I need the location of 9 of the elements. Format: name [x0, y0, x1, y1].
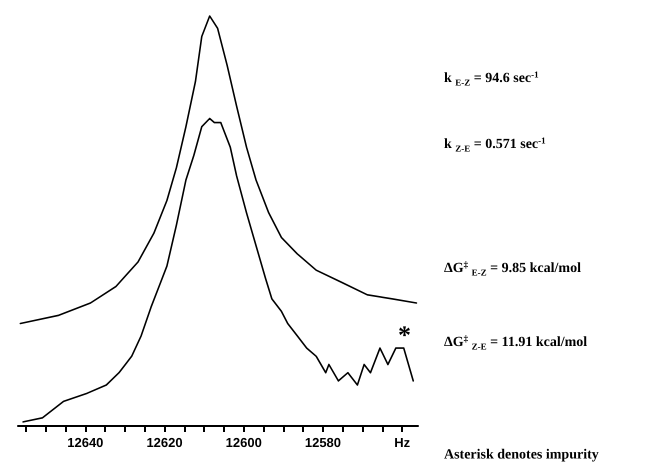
- annotation: *: [398, 320, 411, 350]
- text: ΔG‡ E-Z = 9.85 kcal/mol: [444, 260, 582, 278]
- text: ΔG‡ Z-E = 11.91 kcal/mol: [444, 334, 588, 352]
- x-tick-label: 12620: [146, 435, 183, 450]
- x-tick-label: 12600: [226, 435, 262, 450]
- x-tick-label: Hz: [394, 435, 411, 450]
- text: Asterisk denotes impurity: [444, 448, 599, 462]
- x-tick-label: 12640: [67, 435, 104, 450]
- x-tick-label: 12580: [304, 435, 342, 450]
